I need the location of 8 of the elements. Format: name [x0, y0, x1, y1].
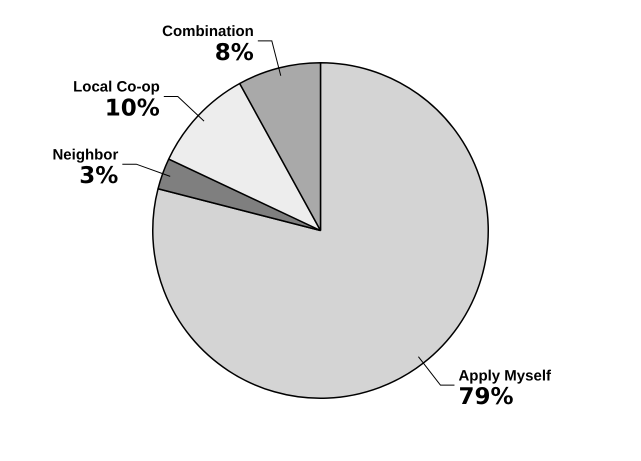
slice-label: Apply Myself: [458, 367, 552, 384]
slice-label: Combination: [162, 23, 254, 40]
data-label: 8%: [214, 40, 254, 66]
slice-label: Local Co-op: [73, 78, 160, 96]
data-label: 3%: [79, 163, 118, 190]
slice-label: Neighbor: [52, 146, 118, 164]
data-label: 79%: [458, 384, 514, 410]
data-label: 10%: [104, 95, 160, 122]
